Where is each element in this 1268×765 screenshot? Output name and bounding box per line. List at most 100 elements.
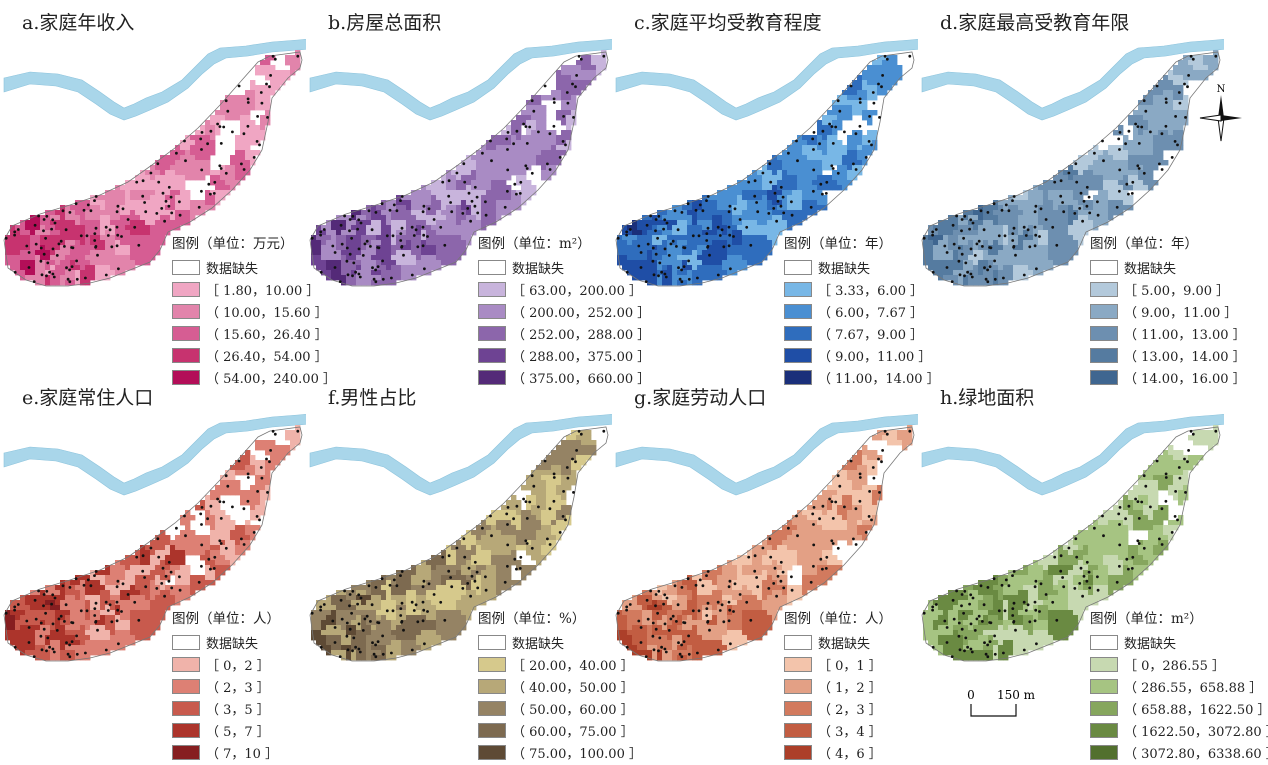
map-cell <box>120 625 125 630</box>
map-cell <box>90 255 95 260</box>
household-point <box>637 245 640 248</box>
map-cell <box>321 255 326 260</box>
map-cell <box>80 615 85 620</box>
map-cell <box>491 195 496 200</box>
household-point <box>810 206 813 209</box>
map-cell <box>135 560 140 565</box>
map-cell <box>531 145 536 150</box>
map-cell <box>381 220 386 225</box>
map-cell <box>1113 155 1118 160</box>
household-point <box>48 271 51 274</box>
map-cell <box>150 570 155 575</box>
map-cell <box>155 575 160 580</box>
map-cell <box>1013 260 1018 265</box>
household-point <box>65 266 68 269</box>
map-cell <box>461 220 466 225</box>
map-cell <box>456 185 461 190</box>
map-cell <box>1168 85 1173 90</box>
map-cell <box>1118 180 1123 185</box>
household-point <box>739 218 742 221</box>
map-cell <box>80 600 85 605</box>
map-cell <box>727 250 732 255</box>
map-cell <box>973 215 978 220</box>
map-cell <box>55 210 60 215</box>
map-cell <box>426 230 431 235</box>
map-cell <box>1038 245 1043 250</box>
map-cell <box>1138 105 1143 110</box>
map-cell <box>732 185 737 190</box>
map-cell <box>240 525 245 530</box>
household-point <box>1025 234 1028 237</box>
map-cell <box>591 55 596 60</box>
map-cell <box>250 510 255 515</box>
map-cell <box>260 470 265 475</box>
map-cell <box>501 175 506 180</box>
household-point <box>526 142 529 145</box>
map-cell <box>642 250 647 255</box>
map-cell <box>130 260 135 265</box>
household-point <box>780 186 783 189</box>
map-cell <box>1123 200 1128 205</box>
map-cell <box>210 150 215 155</box>
map-cell <box>265 465 270 470</box>
household-point <box>1158 163 1161 166</box>
map-cell <box>1163 105 1168 110</box>
map-cell <box>70 635 75 640</box>
map-cell <box>852 100 857 105</box>
map-cell <box>50 280 55 285</box>
map-cell <box>1018 240 1023 245</box>
map-cell <box>25 630 30 635</box>
map-cell <box>85 640 90 645</box>
map-cell <box>697 215 702 220</box>
map-cell <box>802 200 807 205</box>
map-cell <box>366 255 371 260</box>
household-point <box>117 642 120 645</box>
map-cell <box>667 280 672 285</box>
map-cell <box>857 135 862 140</box>
household-point <box>266 116 269 119</box>
map-cell <box>551 140 556 145</box>
map-cell <box>777 170 782 175</box>
map-cell <box>486 165 491 170</box>
map-cell <box>145 230 150 235</box>
map-cell <box>1108 175 1113 180</box>
map-cell <box>767 235 772 240</box>
map-cell <box>160 535 165 540</box>
map-cell <box>687 220 692 225</box>
map-cell <box>541 160 546 165</box>
map-cell <box>516 150 521 155</box>
map-cell <box>456 230 461 235</box>
map-cell <box>240 500 245 505</box>
map-cell <box>1158 135 1163 140</box>
map-cell <box>1053 250 1058 255</box>
household-point <box>675 245 678 248</box>
map-cell <box>130 625 135 630</box>
map-cell <box>1133 170 1138 175</box>
map-cell <box>847 145 852 150</box>
map-cell <box>501 145 506 150</box>
map-cell <box>145 560 150 565</box>
map-cell <box>737 230 742 235</box>
map-cell <box>727 195 732 200</box>
household-point <box>28 251 31 254</box>
map-cell <box>506 140 511 145</box>
map-cell <box>225 480 230 485</box>
map-cell <box>270 85 275 90</box>
map-cell <box>1123 135 1128 140</box>
map-cell <box>210 140 215 145</box>
map-cell <box>90 250 95 255</box>
household-point <box>753 195 756 198</box>
household-point <box>971 276 974 279</box>
map-cell <box>331 255 336 260</box>
map-cell <box>135 205 140 210</box>
household-point <box>43 218 46 221</box>
map-cell <box>1103 185 1108 190</box>
map-cell <box>988 230 993 235</box>
map-cell <box>973 275 978 280</box>
map-cell <box>35 610 40 615</box>
map-cell <box>456 195 461 200</box>
map-cell <box>20 635 25 640</box>
map-cell <box>887 65 892 70</box>
map-cell <box>160 165 165 170</box>
map-cell <box>757 215 762 220</box>
